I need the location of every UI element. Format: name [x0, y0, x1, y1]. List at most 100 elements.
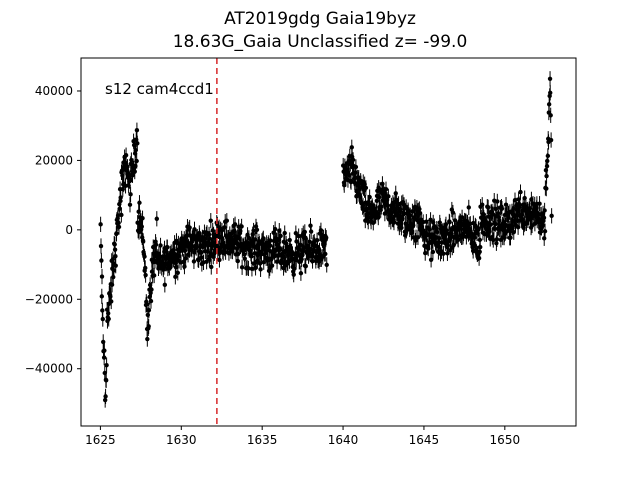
- data-point: [189, 247, 195, 252]
- data-point: [511, 229, 516, 235]
- data-point: [472, 235, 477, 240]
- data-point: [206, 232, 212, 237]
- data-point: [542, 208, 547, 213]
- data-point: [242, 256, 247, 261]
- data-point: [447, 219, 452, 225]
- data-point: [105, 311, 111, 316]
- data-point: [104, 362, 109, 368]
- data-point: [140, 239, 146, 244]
- data-point: [109, 299, 114, 304]
- data-point: [527, 206, 533, 211]
- data-point: [324, 262, 329, 268]
- data-point: [134, 158, 139, 164]
- data-point: [303, 263, 308, 269]
- data-point: [187, 225, 192, 230]
- data-point: [435, 229, 440, 235]
- data-point: [494, 241, 499, 246]
- y-tick-label: 40000: [35, 84, 73, 98]
- data-point: [103, 394, 108, 399]
- data-point: [158, 243, 163, 248]
- data-point: [420, 219, 426, 225]
- data-point: [132, 169, 137, 174]
- data-point: [149, 287, 154, 292]
- data-point: [542, 236, 547, 241]
- data-point: [99, 294, 105, 299]
- data-point: [393, 191, 398, 196]
- data-point: [532, 221, 538, 226]
- data-point: [119, 212, 124, 218]
- x-tick-label: 1635: [247, 433, 278, 447]
- data-point: [476, 226, 481, 231]
- data-point: [303, 235, 308, 241]
- data-point: [261, 236, 266, 241]
- data-point: [104, 378, 109, 383]
- x-tick-label: 1645: [409, 433, 440, 447]
- data-point: [298, 242, 303, 248]
- data-point: [217, 257, 222, 263]
- data-point: [545, 153, 551, 159]
- data-point: [246, 266, 251, 271]
- data-point: [423, 250, 428, 256]
- data-point: [127, 202, 133, 207]
- data-point: [356, 175, 361, 180]
- data-point: [542, 229, 548, 234]
- data-point: [417, 206, 422, 212]
- data-point: [116, 224, 122, 230]
- data-point: [146, 307, 152, 313]
- chart-subtitle: 18.63G_Gaia Unclassified z= -99.0: [172, 32, 468, 52]
- y-axis-ticks: −40000 −20000 0 20000 40000: [25, 84, 81, 376]
- data-point: [134, 128, 140, 133]
- data-point: [183, 256, 188, 261]
- data-point: [518, 189, 523, 195]
- data-point: [292, 266, 297, 271]
- data-point: [547, 76, 553, 81]
- data-point: [517, 203, 523, 208]
- data-point: [198, 250, 203, 255]
- data-point: [146, 324, 151, 329]
- data-point: [466, 205, 471, 210]
- data-point: [439, 240, 444, 245]
- data-point: [173, 274, 178, 280]
- x-axis-ticks: 1625 1630 1635 1640 1645 1650: [85, 426, 520, 447]
- data-point: [522, 195, 527, 201]
- data-point: [296, 233, 301, 239]
- data-point: [143, 272, 148, 278]
- data-point: [367, 194, 372, 200]
- data-point: [148, 298, 154, 304]
- data-point: [113, 263, 118, 268]
- data-point: [363, 185, 369, 191]
- data-point: [204, 259, 209, 264]
- data-point: [114, 231, 119, 236]
- data-point: [154, 216, 160, 221]
- data-point: [196, 258, 201, 263]
- data-point: [145, 336, 150, 342]
- data-point: [298, 271, 304, 276]
- data-point: [476, 255, 482, 261]
- data-point: [128, 192, 133, 197]
- data-point: [536, 216, 541, 221]
- data-point: [348, 179, 354, 185]
- data-point: [175, 270, 180, 275]
- data-point: [441, 251, 446, 256]
- data-point: [308, 223, 313, 228]
- data-point: [99, 274, 105, 279]
- data-point: [102, 348, 107, 353]
- data-point: [165, 244, 170, 250]
- data-point: [269, 263, 275, 268]
- data-point: [508, 235, 513, 240]
- data-point: [137, 200, 142, 205]
- data-point: [353, 164, 359, 170]
- data-point: [413, 238, 418, 243]
- data-point: [251, 228, 256, 233]
- data-point: [144, 302, 150, 307]
- data-point: [379, 204, 384, 209]
- chart-title: AT2019gdg Gaia19byz: [224, 9, 416, 29]
- data-point: [427, 227, 432, 232]
- data-point: [391, 220, 397, 225]
- data-point: [127, 176, 132, 182]
- data-point: [100, 308, 105, 313]
- annotation-label: s12 cam4ccd1: [105, 80, 214, 98]
- data-point: [232, 222, 238, 227]
- data-point: [424, 219, 429, 224]
